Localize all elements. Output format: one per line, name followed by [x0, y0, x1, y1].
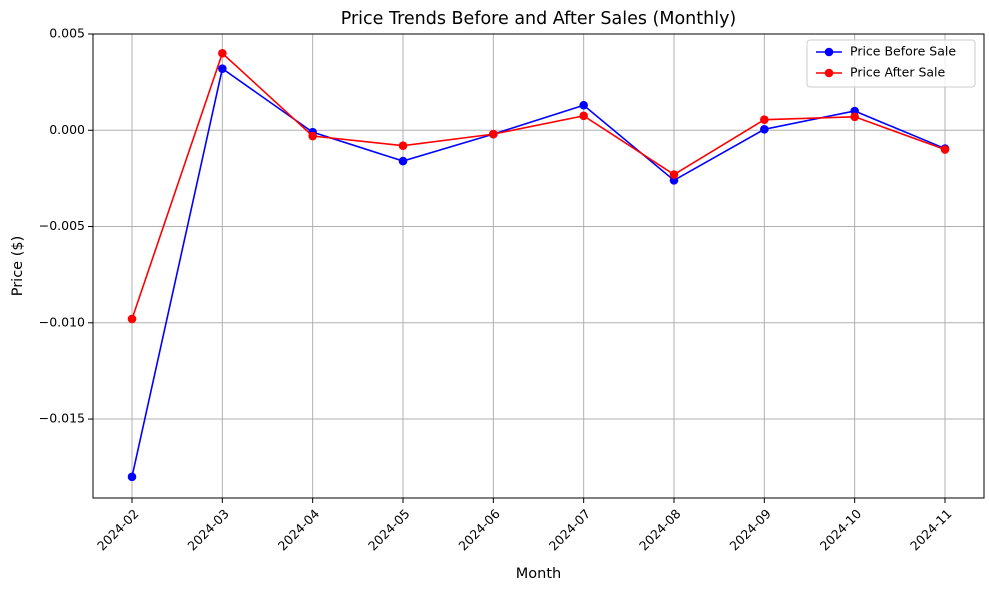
data-point [398, 141, 408, 150]
legend-item: Price After Sale [816, 65, 946, 80]
data-point [308, 131, 317, 141]
data-point [850, 112, 859, 122]
y-tick-label: −0.010 [39, 314, 85, 329]
series-line [131, 67, 946, 477]
x-tick-label: 2024-11 [907, 506, 955, 554]
data-point [760, 125, 769, 134]
y-axis-title: Price ($) [10, 236, 26, 297]
data-point [940, 145, 950, 154]
data-point [218, 64, 227, 73]
legend-label: Price Before Sale [850, 44, 956, 59]
x-tick-label: 2024-10 [817, 506, 865, 554]
x-axis-title: Month [516, 566, 561, 582]
y-tick-label: −0.005 [39, 218, 85, 233]
legend-item: Price Before Sale [816, 44, 956, 59]
x-tick-label: 2024-03 [184, 506, 232, 554]
x-tick-label: 2024-04 [275, 506, 323, 554]
data-point [127, 314, 137, 324]
chart-title: Price Trends Before and After Sales (Mon… [341, 9, 737, 29]
legend-marker [824, 68, 834, 78]
y-tick-label: −0.015 [39, 411, 85, 426]
data-point [669, 170, 679, 179]
axis-ticks: 2024-02 2024-03 2024-04 2024-05 2024-06 2024-… [39, 26, 955, 554]
data-point [579, 111, 588, 121]
x-tick-label: 2024-09 [726, 506, 774, 554]
data-point [218, 48, 227, 58]
series-line [131, 51, 946, 320]
legend-label: Price After Sale [850, 65, 946, 80]
series-layer [127, 48, 950, 482]
data-point [127, 472, 137, 482]
x-tick-label: 2024-02 [94, 506, 142, 554]
plot-frame [92, 33, 985, 499]
legend-box [806, 39, 976, 88]
data-point [489, 129, 498, 139]
series-price-after-sale [127, 48, 950, 324]
x-tick-label: 2024-07 [546, 506, 594, 554]
x-tick-label: 2024-08 [636, 506, 684, 554]
legend: Price Before Sale Price After Sale [806, 39, 976, 88]
grid-lines [93, 33, 984, 498]
x-tick-label: 2024-05 [365, 506, 413, 554]
data-point [579, 100, 588, 110]
data-point [760, 115, 769, 124]
y-tick-label: 0.005 [49, 26, 85, 41]
y-tick-label: 0.000 [49, 122, 85, 137]
legend-marker [824, 47, 834, 57]
data-point [398, 156, 408, 166]
x-tick-label: 2024-06 [455, 506, 503, 554]
